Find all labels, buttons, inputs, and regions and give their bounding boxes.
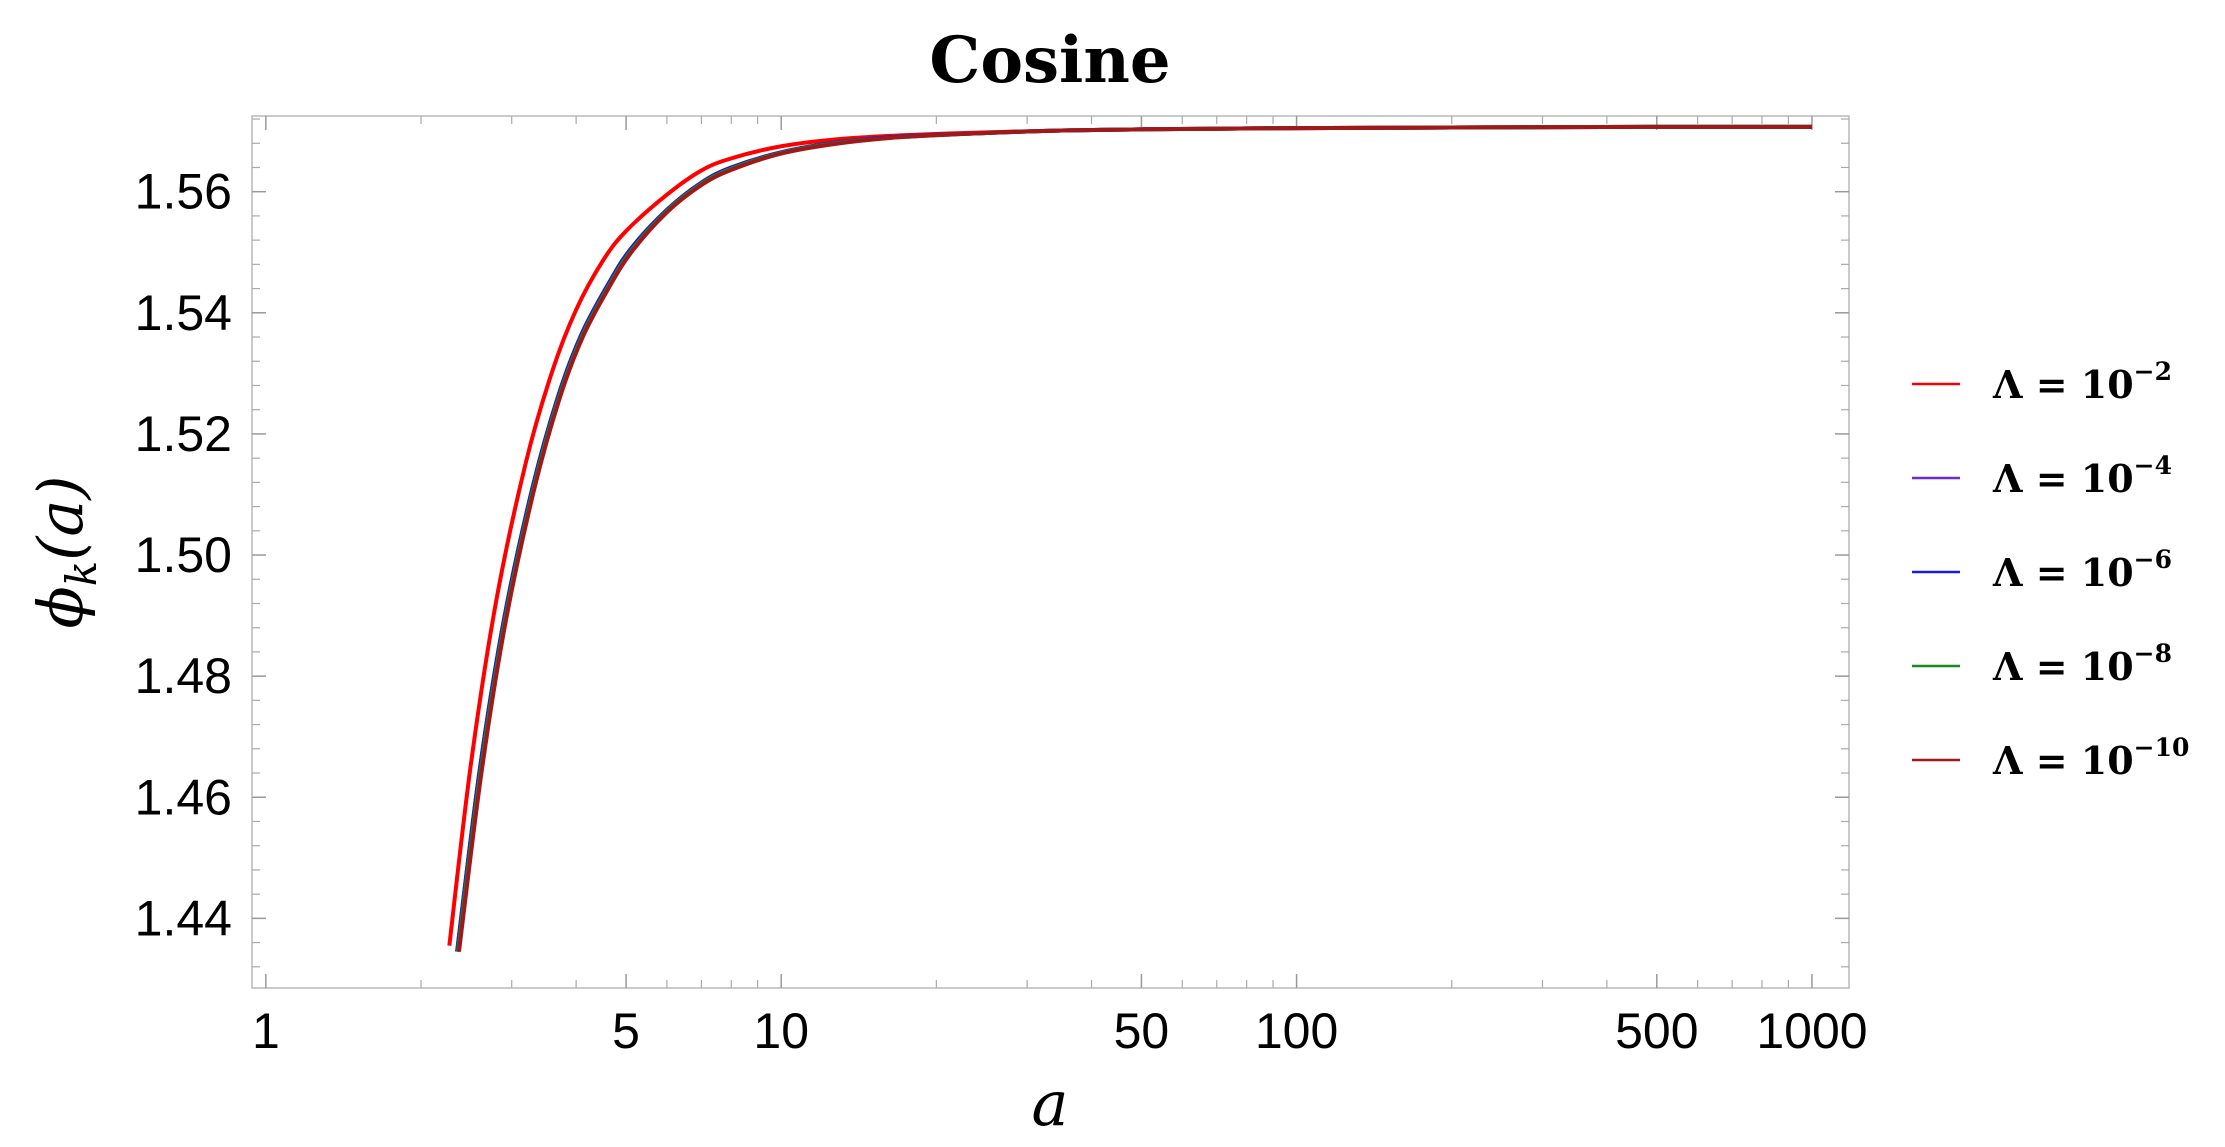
x-tick-label: 5 (612, 1003, 640, 1059)
y-tick-label: 1.54 (135, 285, 232, 341)
series-line-3 (456, 124, 1812, 952)
legend-item: Λ = 10−10 (1912, 733, 2189, 783)
series-line-1 (455, 124, 1812, 952)
x-axis-label: a (1032, 1067, 1069, 1140)
series-line-0 (447, 124, 1812, 946)
series-line-2 (455, 124, 1812, 952)
legend-item: Λ = 10−4 (1912, 451, 2172, 501)
y-axis-label-text: ϕk(a) (24, 475, 106, 628)
x-tick-label: 500 (1615, 1003, 1698, 1059)
y-tick-label: 1.50 (135, 527, 232, 583)
tick-labels: 1 5 10 50 100 500 1000 1.44 1.46 1.48 1.50 1.52 1.54… (135, 164, 1868, 1059)
x-tick-label: 100 (1255, 1003, 1338, 1059)
legend-item: Λ = 10−6 (1912, 545, 2172, 595)
series-line-4 (456, 124, 1812, 952)
x-tick-label: 50 (1114, 1003, 1170, 1059)
legend-label: Λ = 10−4 (1992, 451, 2172, 501)
ticks (252, 116, 1849, 988)
legend-label: Λ = 10−10 (1992, 733, 2189, 783)
x-tick-label: 10 (753, 1003, 809, 1059)
legend-item: Λ = 10−2 (1912, 357, 2172, 407)
y-tick-label: 1.52 (135, 406, 232, 462)
legend: Λ = 10−2 Λ = 10−4 Λ = 10−6 Λ = 10−8 Λ = 10−1… (1912, 357, 2189, 783)
y-tick-label: 1.46 (135, 769, 232, 825)
plot-frame (251, 115, 1850, 989)
curves (447, 124, 1812, 952)
legend-item: Λ = 10−8 (1912, 639, 2172, 689)
legend-label: Λ = 10−2 (1992, 357, 2172, 407)
y-tick-label: 1.44 (135, 890, 232, 946)
x-tick-label: 1 (252, 1003, 280, 1059)
chart-title: Cosine (929, 23, 1170, 98)
legend-label: Λ = 10−6 (1992, 545, 2172, 595)
x-tick-label: 1000 (1756, 1003, 1867, 1059)
y-axis-label: ϕk(a) (24, 475, 106, 628)
y-tick-label: 1.56 (135, 164, 232, 220)
y-tick-label: 1.48 (135, 648, 232, 704)
legend-label: Λ = 10−8 (1992, 639, 2172, 689)
